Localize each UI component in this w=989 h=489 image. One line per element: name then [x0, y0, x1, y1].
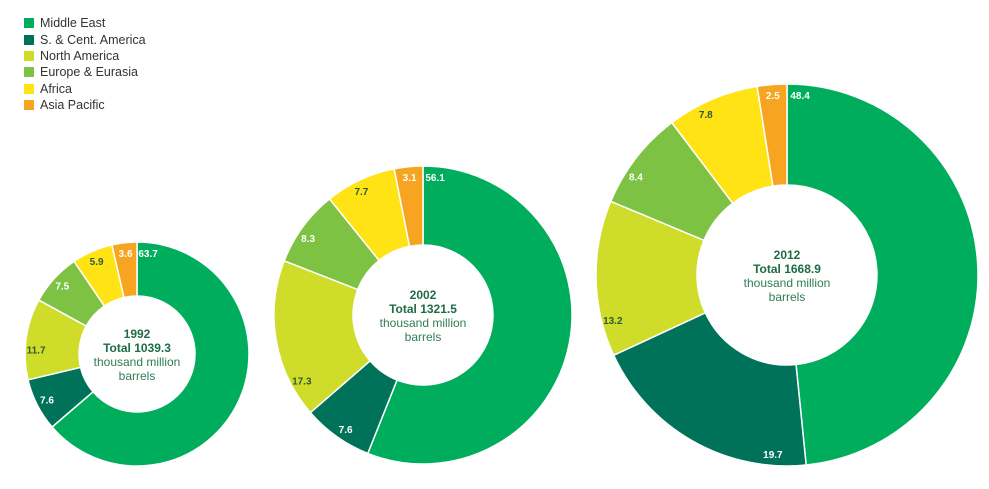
legend-item-europe-eurasia: Europe & Eurasia: [24, 64, 146, 80]
slice-label-europe-eurasia: 8.3: [301, 234, 315, 245]
legend-item-asia-pacific: Asia Pacific: [24, 97, 146, 113]
center-unit-line1: thousand million: [380, 316, 467, 330]
legend-swatch: [24, 34, 34, 45]
slice-asia-pacific: [393, 165, 424, 248]
center-unit-line2: barrels: [119, 369, 156, 383]
legend-swatch: [24, 18, 34, 29]
slice-north-america: [273, 259, 372, 414]
slice-label-asia-pacific: 3.6: [119, 249, 133, 260]
center-unit-line2: barrels: [769, 290, 806, 304]
center-year: 2012: [774, 248, 801, 262]
legend-label: North America: [40, 48, 120, 63]
slice-s-cent-america: [612, 311, 807, 467]
legend-item-north-america: North America: [24, 48, 146, 64]
slice-label-europe-eurasia: 8.4: [629, 173, 643, 184]
center-unit-line1: thousand million: [94, 355, 181, 369]
slice-label-north-america: 11.7: [27, 346, 46, 357]
slice-label-middle-east: 48.4: [790, 91, 810, 102]
slice-label-asia-pacific: 3.1: [403, 173, 417, 184]
slice-label-europe-eurasia: 7.5: [55, 282, 69, 293]
legend-swatch: [24, 100, 34, 111]
slice-label-north-america: 17.3: [292, 376, 312, 387]
slice-asia-pacific: [110, 241, 138, 299]
center-year: 2002: [410, 288, 437, 302]
slice-label-north-america: 13.2: [603, 316, 623, 327]
center-unit-line2: barrels: [405, 330, 442, 344]
center-total: Total 1321.5: [389, 302, 457, 316]
legend-item-africa: Africa: [24, 81, 146, 97]
slice-label-africa: 5.9: [90, 257, 104, 268]
slice-middle-east: [51, 241, 250, 467]
slice-label-s-cent-america: 7.6: [339, 425, 353, 436]
center-total: Total 1039.3: [103, 341, 171, 355]
legend-item-middle-east: Middle East: [24, 15, 146, 31]
slice-middle-east: [366, 165, 573, 465]
legend-label: S. & Cent. America: [40, 32, 146, 47]
legend: Middle East S. & Cent. America North Ame…: [24, 15, 146, 113]
legend-swatch: [24, 50, 34, 61]
legend-label: Africa: [40, 81, 72, 96]
center-year: 1992: [124, 327, 151, 341]
slice-label-africa: 7.7: [354, 187, 368, 198]
legend-label: Middle East: [40, 16, 106, 31]
center-total: Total 1668.9: [753, 262, 821, 276]
slice-label-asia-pacific: 2.5: [766, 91, 780, 102]
slice-label-africa: 7.8: [699, 110, 713, 121]
center-unit-line1: thousand million: [744, 276, 831, 290]
legend-label: Europe & Eurasia: [40, 65, 138, 80]
slice-asia-pacific: [756, 83, 788, 187]
legend-swatch: [24, 67, 34, 78]
slice-label-middle-east: 56.1: [425, 173, 445, 184]
slice-label-s-cent-america: 19.7: [763, 450, 783, 461]
legend-label: Asia Pacific: [40, 98, 105, 113]
legend-swatch: [24, 83, 34, 94]
slice-label-s-cent-america: 7.6: [40, 395, 54, 406]
slice-middle-east: [786, 83, 979, 466]
slice-label-middle-east: 63.7: [138, 249, 158, 260]
legend-item-s-cent-america: S. & Cent. America: [24, 31, 146, 47]
